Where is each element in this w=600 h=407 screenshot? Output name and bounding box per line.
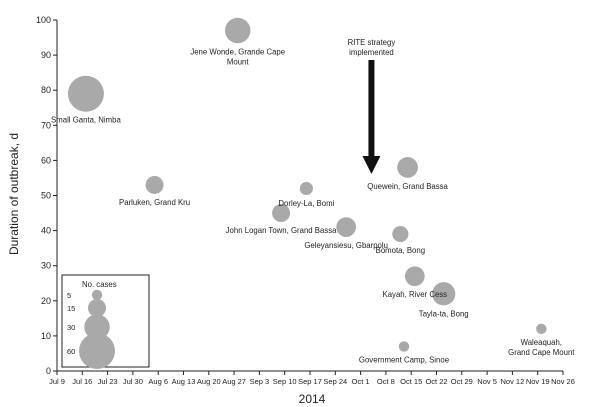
y-tick-label: 90 bbox=[41, 50, 51, 60]
legend-entry-label: 60 bbox=[67, 347, 75, 356]
point-label: Parluken, Grand Kru bbox=[119, 198, 190, 207]
bubble bbox=[67, 75, 104, 112]
x-tick-label: Aug 13 bbox=[172, 377, 196, 386]
y-tick-label: 10 bbox=[41, 331, 51, 341]
x-tick-label: Jul 9 bbox=[49, 377, 65, 386]
point-labels: Small Ganta, Nimba Jene Wonde, Grande Cap… bbox=[51, 47, 575, 364]
point-label: Small Ganta, Nimba bbox=[51, 116, 121, 125]
y-tick-label: 60 bbox=[41, 155, 51, 165]
x-tick-label: Oct 29 bbox=[451, 377, 473, 386]
x-tick-label: Aug 20 bbox=[197, 377, 221, 386]
x-tick-label: Oct 22 bbox=[425, 377, 447, 386]
point-label: Quewein, Grand Bassa bbox=[367, 182, 448, 191]
bubbles bbox=[67, 17, 547, 352]
bubble bbox=[536, 323, 547, 335]
y-tick-label: 80 bbox=[41, 85, 51, 95]
legend-entry-label: 30 bbox=[67, 323, 75, 332]
x-axis-title: 2014 bbox=[299, 392, 326, 406]
point-label: Waleaquah, Grand Cape Mount bbox=[508, 338, 575, 357]
point-label: Government Camp, Sinoe bbox=[359, 356, 449, 365]
legend-entry-label: 15 bbox=[67, 304, 75, 313]
point-label: Jene Wonde, Grande Cape Mount bbox=[190, 47, 285, 66]
legend-bubble bbox=[88, 299, 106, 317]
point-label: Bomota, Bong bbox=[376, 246, 425, 255]
point-label: Dorley-La, Bomi bbox=[278, 199, 334, 208]
x-tick-label: Jul 16 bbox=[72, 377, 92, 386]
rite-annotation: RITE strategy implemented bbox=[348, 38, 396, 174]
point-label: John Logan Town, Grand Bassa bbox=[226, 226, 337, 235]
y-axis-title: Duration of outbreak, d bbox=[7, 133, 21, 255]
y-tick-label: 30 bbox=[41, 261, 51, 271]
y-tick-label: 0 bbox=[46, 366, 51, 376]
bubble bbox=[336, 217, 357, 237]
legend-bubble bbox=[79, 333, 115, 369]
y-tick-label: 20 bbox=[41, 296, 51, 306]
x-tick-label: Oct 8 bbox=[377, 377, 395, 386]
legend-bubble bbox=[91, 289, 103, 301]
legend-bubble bbox=[84, 314, 110, 340]
legend: No. cases 5 15 30 60 bbox=[61, 274, 150, 369]
y-tick-label: 40 bbox=[41, 226, 51, 236]
legend-entry-label: 5 bbox=[67, 291, 71, 300]
annotation-arrow-head bbox=[362, 156, 381, 174]
x-tick-label: Jul 30 bbox=[123, 377, 143, 386]
x-tick-label: Sep 24 bbox=[323, 377, 347, 386]
bubble bbox=[392, 226, 409, 243]
annotation-label: RITE strategy implemented bbox=[348, 38, 396, 57]
x-tick-label: Sep 3 bbox=[250, 377, 270, 386]
x-tick-label: Aug 27 bbox=[222, 377, 246, 386]
bubble bbox=[432, 282, 456, 306]
bubble bbox=[224, 17, 251, 44]
point-label: Kayah, River Cess bbox=[383, 290, 448, 299]
bubble bbox=[398, 341, 410, 352]
x-tick-label: Nov 5 bbox=[477, 377, 497, 386]
y-tick-label: 100 bbox=[36, 15, 51, 25]
point-label: Geleyansiesu, Gbarpolu bbox=[304, 241, 388, 250]
bubble bbox=[299, 181, 313, 196]
x-tick-label: Jul 23 bbox=[98, 377, 118, 386]
bubble bbox=[145, 175, 164, 194]
bubble bbox=[272, 204, 291, 223]
bubble bbox=[397, 157, 418, 178]
x-tick-label: Nov 19 bbox=[526, 377, 550, 386]
legend-title: No. cases bbox=[82, 280, 117, 289]
x-tick-label: Sep 10 bbox=[273, 377, 297, 386]
x-tick-label: Nov 12 bbox=[501, 377, 525, 386]
x-tick-label: Oct 1 bbox=[352, 377, 370, 386]
bubble bbox=[404, 266, 425, 287]
x-tick-label: Nov 26 bbox=[551, 377, 575, 386]
axes: 0 10 20 30 40 50 60 70 80 90 100 Jul 9 Jul 16 Jul 23 J… bbox=[36, 15, 575, 386]
x-tick-label: Sep 17 bbox=[298, 377, 322, 386]
y-tick-label: 70 bbox=[41, 120, 51, 130]
x-tick-label: Aug 6 bbox=[148, 377, 168, 386]
y-tick-label: 50 bbox=[41, 191, 51, 201]
annotation-arrow-shaft bbox=[368, 60, 375, 158]
x-tick-label: Oct 15 bbox=[400, 377, 422, 386]
point-label: Tayla-ta, Bong bbox=[419, 309, 469, 318]
